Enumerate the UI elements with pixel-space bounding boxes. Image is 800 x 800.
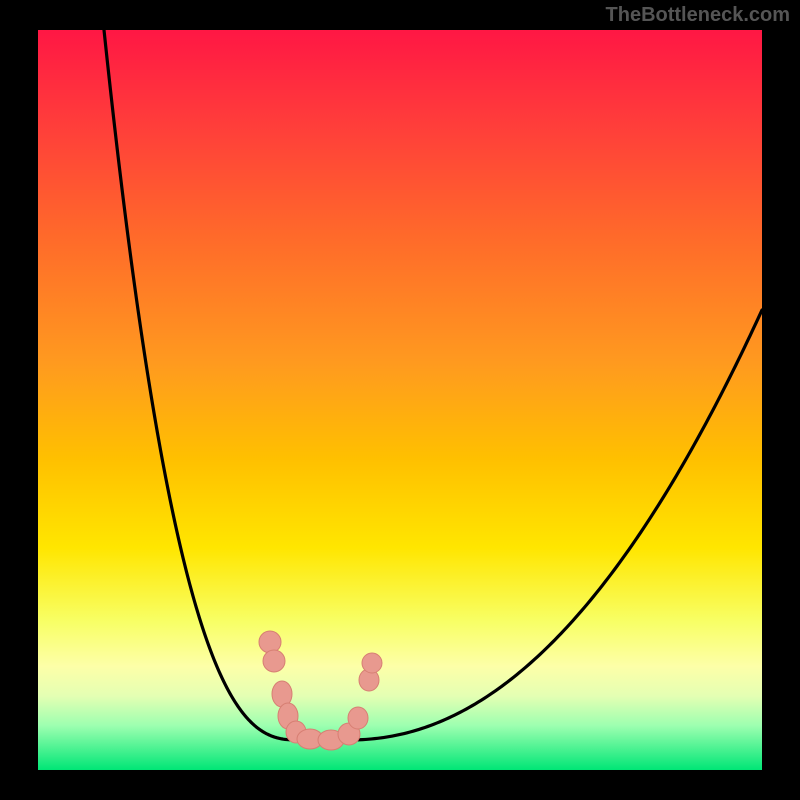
stage: TheBottleneck.com <box>0 0 800 800</box>
bead-marker <box>348 707 368 729</box>
chart-svg <box>38 30 762 770</box>
bead-marker <box>362 653 382 673</box>
gradient-background <box>38 30 762 770</box>
bead-marker <box>263 650 285 672</box>
watermark-text: TheBottleneck.com <box>606 4 790 27</box>
bead-marker <box>259 631 281 653</box>
